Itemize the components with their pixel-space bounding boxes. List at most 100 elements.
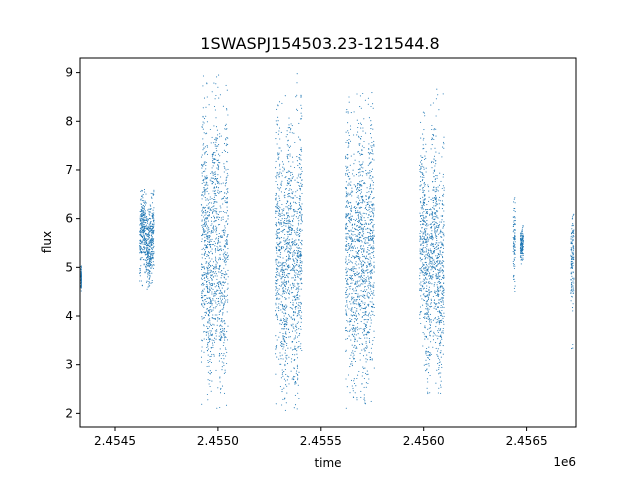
data-point [443,193,445,195]
data-point [428,263,430,265]
data-point [143,237,145,239]
data-point [439,268,441,270]
data-point [216,320,218,322]
data-point [295,231,297,233]
data-point [360,123,362,126]
data-point [356,184,358,186]
data-point [217,213,220,216]
data-point [359,276,361,278]
data-point [362,161,364,163]
data-point [372,340,374,342]
data-point [368,244,370,247]
data-point [434,147,436,149]
data-point [299,251,301,253]
data-point [299,259,301,261]
data-point [345,378,347,380]
data-point [204,252,206,254]
data-point [421,272,423,274]
data-point [420,184,422,186]
data-point [350,339,352,341]
data-point [353,153,355,155]
data-point [277,306,280,308]
data-point [432,239,434,241]
data-point [210,209,212,211]
data-point [367,253,369,255]
data-point [298,216,300,218]
data-point [362,268,364,270]
data-point [207,241,209,243]
data-point [365,342,367,344]
data-point [368,279,370,281]
data-point [287,259,289,261]
data-point [423,231,425,233]
data-point [346,200,348,202]
data-point [442,259,444,262]
data-point [370,352,373,354]
data-point [369,183,371,185]
data-point [283,340,285,342]
data-point [294,244,296,246]
data-point [294,265,296,267]
data-point [354,341,356,343]
data-point [282,230,284,232]
data-point [275,271,277,274]
data-point [354,263,356,265]
data-point [141,211,143,213]
data-point [365,386,367,388]
data-point [297,321,299,323]
data-point [216,282,218,284]
data-point [363,397,365,399]
data-point [216,138,218,140]
data-point [207,302,210,304]
data-point [212,344,214,346]
data-point [368,153,371,155]
data-point [359,216,361,218]
data-point [288,228,290,230]
data-point [141,206,143,208]
data-point [368,206,370,208]
data-point [278,294,280,296]
data-point [280,187,282,189]
data-point [362,231,364,233]
data-point [212,157,214,160]
data-point [299,270,301,272]
data-point [216,208,218,210]
data-point [284,197,286,199]
data-point [347,141,349,143]
data-point [223,304,225,306]
data-point [207,379,209,381]
data-point [215,369,217,371]
data-point [202,85,204,87]
data-point [208,365,210,367]
data-point [427,307,429,309]
data-point [290,247,292,249]
data-point [372,128,374,130]
data-point [372,239,374,241]
data-point [223,149,225,151]
data-point [300,182,302,184]
data-point [208,267,211,269]
data-point [139,234,141,236]
data-point [226,143,228,145]
data-point [353,255,355,257]
data-point [365,213,367,215]
data-point [430,236,432,238]
data-point [276,222,278,224]
data-point [219,381,221,383]
data-point [279,275,281,277]
data-point [346,245,348,248]
data-point [278,209,280,211]
data-point [436,302,438,305]
data-point [222,253,224,255]
data-point [142,236,144,238]
data-point [223,302,225,304]
data-point [279,253,281,256]
data-point [365,228,367,230]
data-point [285,336,287,339]
data-point [286,180,288,182]
data-point [370,314,372,316]
data-point [282,308,284,310]
data-point [351,310,353,312]
data-point [435,382,437,384]
data-point [294,381,297,383]
